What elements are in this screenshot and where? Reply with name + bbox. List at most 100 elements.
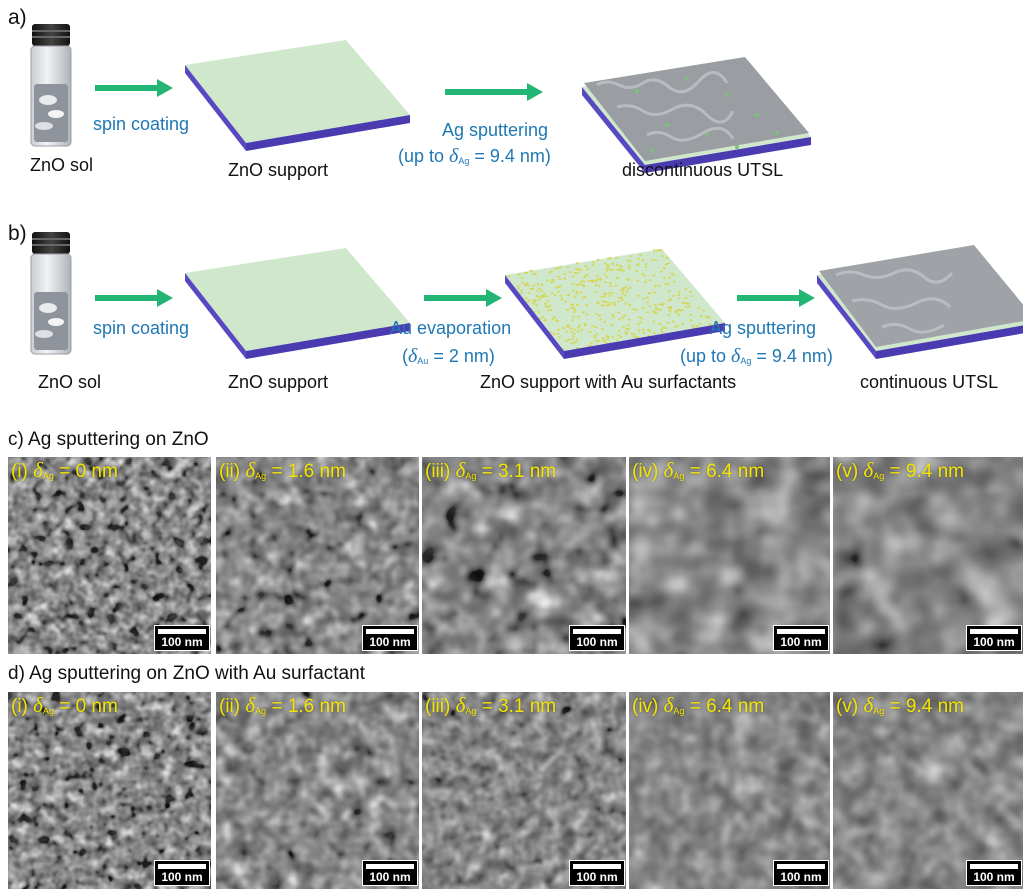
sem-symbol: δ bbox=[455, 458, 466, 482]
scale-bar-line bbox=[158, 864, 206, 869]
sem-subscript: Ag bbox=[465, 706, 477, 716]
sem-symbol: δ bbox=[863, 693, 874, 717]
panel-b-letter: b) bbox=[8, 222, 27, 245]
sem-value: = 9.4 nm bbox=[884, 461, 964, 482]
arrow-icon bbox=[95, 79, 173, 97]
scale-bar: 100 nm bbox=[569, 860, 625, 886]
sem-subscript: Ag bbox=[873, 706, 885, 716]
sem-image: (iii) δAg = 3.1 nm 100 nm bbox=[422, 457, 626, 654]
scale-bar-label: 100 nm bbox=[161, 870, 203, 884]
scale-bar-label: 100 nm bbox=[576, 870, 618, 884]
panel-c-title: c) Ag sputtering on ZnO bbox=[8, 429, 209, 450]
sem-image-label: (iv) δAg = 6.4 nm bbox=[632, 458, 764, 483]
sem-symbol: δ bbox=[863, 458, 874, 482]
sem-subscript: Ag bbox=[255, 471, 267, 481]
vial-icon bbox=[30, 24, 72, 147]
sem-value: = 0 nm bbox=[53, 461, 118, 482]
sem-image: (iv) δAg = 6.4 nm 100 nm bbox=[629, 692, 830, 889]
sem-symbol: δ bbox=[455, 693, 466, 717]
sem-image-label: (ii) δAg = 1.6 nm bbox=[219, 458, 346, 483]
ag-sputtering-label: Ag sputtering bbox=[710, 318, 817, 338]
sem-symbol: δ bbox=[663, 458, 674, 482]
sem-texture bbox=[422, 457, 626, 654]
sem-index: (i) bbox=[11, 461, 34, 482]
sem-texture bbox=[216, 692, 419, 889]
au-surfactant-slab bbox=[505, 248, 725, 359]
zno-support-slab bbox=[185, 248, 410, 359]
sem-value: = 6.4 nm bbox=[684, 461, 765, 482]
sem-value: = 1.6 nm bbox=[266, 461, 346, 482]
sem-subscript: Ag bbox=[673, 471, 685, 481]
sem-index: (v) bbox=[836, 696, 864, 717]
sem-subscript: Ag bbox=[42, 471, 54, 481]
panel-d-title: d) Ag sputtering on ZnO with Au surfacta… bbox=[8, 663, 365, 684]
sem-symbol: δ bbox=[245, 693, 256, 717]
au-thickness-label: (δAu = 2 nm) bbox=[402, 345, 495, 367]
sem-image-label: (v) δAg = 9.4 nm bbox=[836, 458, 964, 483]
scale-bar: 100 nm bbox=[154, 860, 210, 886]
discontinuous-utsl-label: discontinuous UTSL bbox=[622, 160, 784, 180]
scale-bar-label: 100 nm bbox=[780, 635, 822, 649]
sem-index: (i) bbox=[11, 696, 34, 717]
scale-bar: 100 nm bbox=[569, 625, 625, 651]
sem-texture bbox=[216, 457, 419, 654]
sem-index: (ii) bbox=[219, 461, 246, 482]
sem-value: = 3.1 nm bbox=[476, 696, 557, 717]
sem-index: (v) bbox=[836, 461, 864, 482]
ag-thickness-label: (up to δAg = 9.4 nm) bbox=[398, 145, 551, 167]
scale-bar-line bbox=[777, 864, 825, 869]
scale-bar-line bbox=[970, 864, 1018, 869]
sem-symbol: δ bbox=[245, 458, 256, 482]
sem-image-label: (ii) δAg = 1.6 nm bbox=[219, 693, 346, 718]
arrow-icon bbox=[95, 289, 173, 307]
sem-image-label: (i) δAg = 0 nm bbox=[11, 693, 118, 718]
sem-image: (i) δAg = 0 nm 100 nm bbox=[8, 457, 211, 654]
scale-bar-line bbox=[366, 864, 414, 869]
sem-index: (iv) bbox=[632, 696, 664, 717]
scale-bar-line bbox=[366, 629, 414, 634]
spin-coating-label: spin coating bbox=[93, 318, 190, 338]
scale-bar-label: 100 nm bbox=[576, 635, 618, 649]
sem-subscript: Ag bbox=[465, 471, 477, 481]
sem-value: = 6.4 nm bbox=[684, 696, 765, 717]
sem-image: (ii) δAg = 1.6 nm 100 nm bbox=[216, 457, 419, 654]
continuous-utsl-slab bbox=[817, 245, 1023, 359]
sem-value: = 3.1 nm bbox=[476, 461, 557, 482]
sem-texture bbox=[629, 457, 830, 654]
sem-subscript: Ag bbox=[673, 706, 685, 716]
sem-image-label: (i) δAg = 0 nm bbox=[11, 458, 118, 483]
zno-support-label: ZnO support bbox=[228, 372, 329, 392]
scale-bar-line bbox=[970, 629, 1018, 634]
scale-bar-line bbox=[158, 629, 206, 634]
sem-value: = 9.4 nm bbox=[884, 696, 964, 717]
sem-texture bbox=[422, 692, 626, 889]
sem-image: (v) δAg = 9.4 nm 100 nm bbox=[833, 692, 1023, 889]
sem-texture bbox=[629, 692, 830, 889]
discontinuous-utsl-slab bbox=[582, 57, 811, 173]
arrow-icon bbox=[445, 83, 543, 101]
sem-subscript: Ag bbox=[873, 471, 885, 481]
scale-bar: 100 nm bbox=[154, 625, 210, 651]
arrow-icon bbox=[737, 289, 815, 307]
sem-image-label: (v) δAg = 9.4 nm bbox=[836, 693, 964, 718]
scale-bar: 100 nm bbox=[362, 625, 418, 651]
scale-bar: 100 nm bbox=[966, 625, 1022, 651]
scale-bar-line bbox=[573, 864, 621, 869]
sem-texture bbox=[8, 457, 211, 654]
sem-index: (ii) bbox=[219, 696, 246, 717]
continuous-utsl-label: continuous UTSL bbox=[860, 372, 999, 392]
sem-image-label: (iii) δAg = 3.1 nm bbox=[425, 693, 556, 718]
sem-image: (iv) δAg = 6.4 nm 100 nm bbox=[629, 457, 830, 654]
sem-image: (v) δAg = 9.4 nm 100 nm bbox=[833, 457, 1023, 654]
scale-bar-label: 100 nm bbox=[780, 870, 822, 884]
sem-image-label: (iv) δAg = 6.4 nm bbox=[632, 693, 764, 718]
sem-image-label: (iii) δAg = 3.1 nm bbox=[425, 458, 556, 483]
panel-a-letter: a) bbox=[8, 6, 27, 29]
sem-index: (iii) bbox=[425, 461, 456, 482]
sem-value: = 0 nm bbox=[53, 696, 118, 717]
scale-bar: 100 nm bbox=[362, 860, 418, 886]
sem-symbol: δ bbox=[33, 693, 43, 717]
sem-symbol: δ bbox=[33, 458, 43, 482]
scale-bar: 100 nm bbox=[966, 860, 1022, 886]
scale-bar-label: 100 nm bbox=[161, 635, 203, 649]
